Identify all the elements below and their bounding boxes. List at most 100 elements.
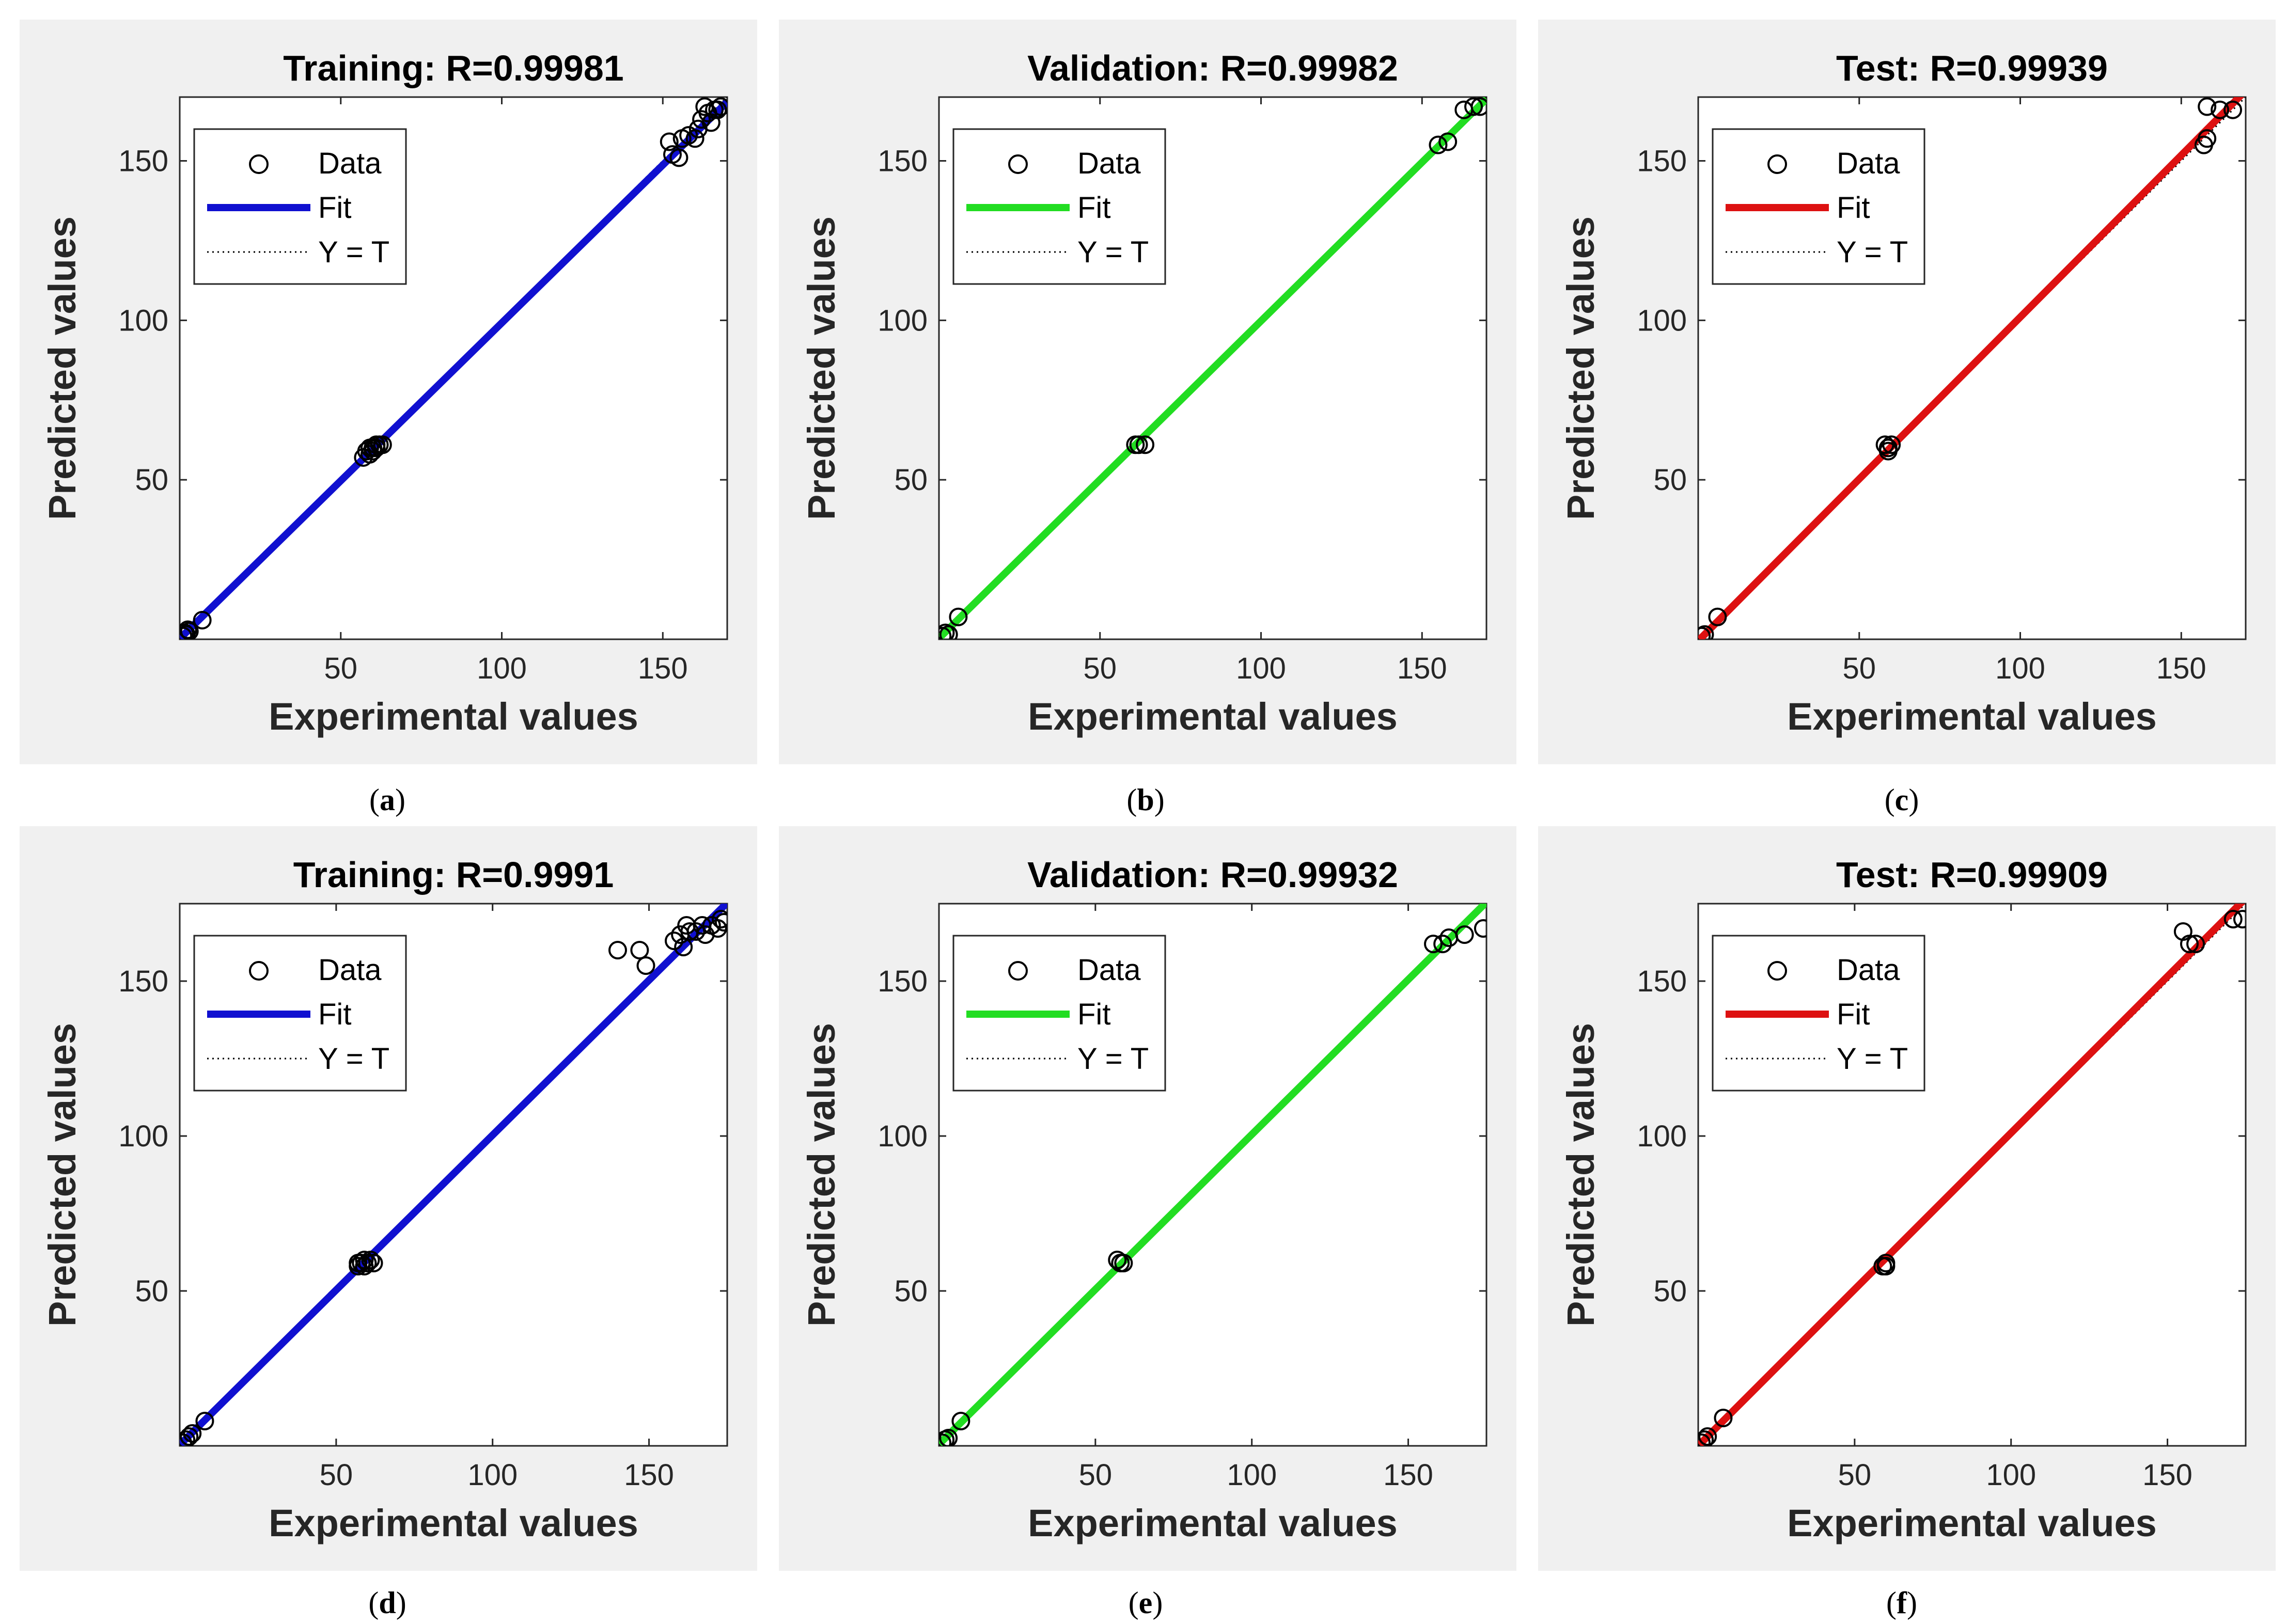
plot-content [939,97,1486,639]
y-tick-label: 50 [894,463,928,497]
y-axis-label: Predicted values [41,216,84,520]
panel-f: Test: R=0.99909 50 100 150 50 100 150 Experimen… [1538,826,2276,1571]
legend-data-marker [249,961,269,981]
x-tick-label: 100 [1995,652,2045,685]
legend-data-marker [1008,961,1028,981]
data-point [711,910,727,928]
data-point [193,610,212,629]
data-point [1708,607,1727,626]
data-point [2223,100,2243,119]
panel-e: Validation: R=0.99932 50 100 150 50 100 150 Exp… [779,826,1516,1571]
legend-data-label: Data [1077,147,1141,180]
fit-line [1698,904,2246,1446]
data-point [355,1251,374,1269]
caption-b: (b) [1126,783,1165,817]
chart-f: Test: R=0.99909 50 100 150 50 100 150 Experimen… [1559,855,2247,1544]
data-point [1878,442,1898,461]
data-point [361,1251,380,1269]
data-point [939,625,958,639]
data-point [180,1430,196,1446]
data-point [2233,910,2246,928]
data-point [2198,97,2217,116]
x-tick-label: 150 [2142,1458,2192,1492]
legend-fit-label: Fit [318,191,351,225]
data-point [1455,925,1474,944]
y-axis-label: Predicted values [1559,216,1602,520]
y-tick-label: 50 [894,1274,928,1308]
plot-content [180,97,727,639]
caption-f: (f) [1886,1586,1917,1620]
y-tick-label: 50 [135,463,168,497]
data-point [183,1424,202,1443]
fit-line [939,97,1486,639]
data-point [1424,935,1443,953]
data-point [660,132,679,151]
caption-e: (e) [1128,1586,1163,1620]
plot-content [1698,97,2246,639]
data-point [949,607,968,626]
x-axis-label: Experimental values [1028,1502,1398,1544]
y-tick-label: 50 [1653,1274,1687,1308]
chart-c: Test: R=0.99939 50 100 150 50 100 150 Experimen… [1559,48,2247,738]
chart-d: Training: R=0.9991 50 100 150 50 100 150 Experi… [41,855,728,1544]
x-tick-label: 150 [624,1458,674,1492]
data-point [364,1254,383,1272]
x-tick-label: 50 [1079,1458,1113,1492]
legend-fit-label: Fit [1077,998,1110,1031]
data-point [939,623,955,639]
data-point [951,1412,970,1430]
y-tick-label: 150 [118,965,168,998]
data-point [364,438,383,458]
data-point [711,97,727,116]
legend-fit-label: Fit [318,998,351,1031]
data-point [180,1433,193,1446]
chart-title: Validation: R=0.99982 [1027,48,1398,88]
legend-identity-label: Y = T [318,1042,389,1076]
x-tick-label: 150 [1383,1458,1433,1492]
caption-f-letter: f [1897,1586,1907,1620]
legend-fit-label: Fit [1837,998,1870,1031]
data-point [1714,1409,1733,1427]
data-point [2180,935,2199,953]
data-point [692,110,711,129]
x-axis-label: Experimental values [269,1502,638,1544]
x-tick-label: 100 [477,652,527,685]
legend: Data Fit Y = T [1712,935,1925,1092]
legend-data-label: Data [318,953,382,987]
legend-data-marker [1008,154,1028,174]
panel-b: Validation: R=0.99982 50 100 150 50 100 150 Exp… [779,20,1516,764]
x-tick-label: 50 [320,1458,353,1492]
data-point [1429,135,1448,154]
plot-content [939,904,1486,1446]
data-point [1464,97,1483,116]
data-point [708,919,727,938]
y-tick-label: 100 [118,304,168,337]
caption-e-letter: e [1138,1586,1153,1620]
data-point [1438,132,1458,151]
chart-title: Test: R=0.99939 [1836,48,2108,88]
y-tick-label: 150 [878,965,928,998]
caption-d-letter: d [379,1586,396,1620]
y-tick-label: 100 [878,304,928,337]
legend: Data Fit Y = T [1712,128,1925,285]
data-point [2186,935,2205,953]
caption-d: (d) [368,1586,406,1620]
caption-b-letter: b [1137,783,1154,817]
x-tick-label: 150 [1397,652,1447,685]
data-point [714,913,727,932]
x-tick-label: 50 [324,652,358,685]
caption-a: (a) [369,783,405,817]
data-point [195,1412,214,1430]
x-axis-label: Experimental values [1787,1502,2157,1544]
fit-line [180,904,727,1446]
data-point [1129,435,1148,454]
data-point [1698,625,1714,639]
data-point [1698,1433,1711,1446]
legend-data-marker [249,154,269,174]
x-tick-label: 150 [2156,652,2206,685]
y-axis-label: Predicted values [41,1023,84,1327]
caption-c: (c) [1884,783,1919,817]
chart-title: Test: R=0.99909 [1836,855,2108,895]
plot-content [1698,904,2246,1446]
